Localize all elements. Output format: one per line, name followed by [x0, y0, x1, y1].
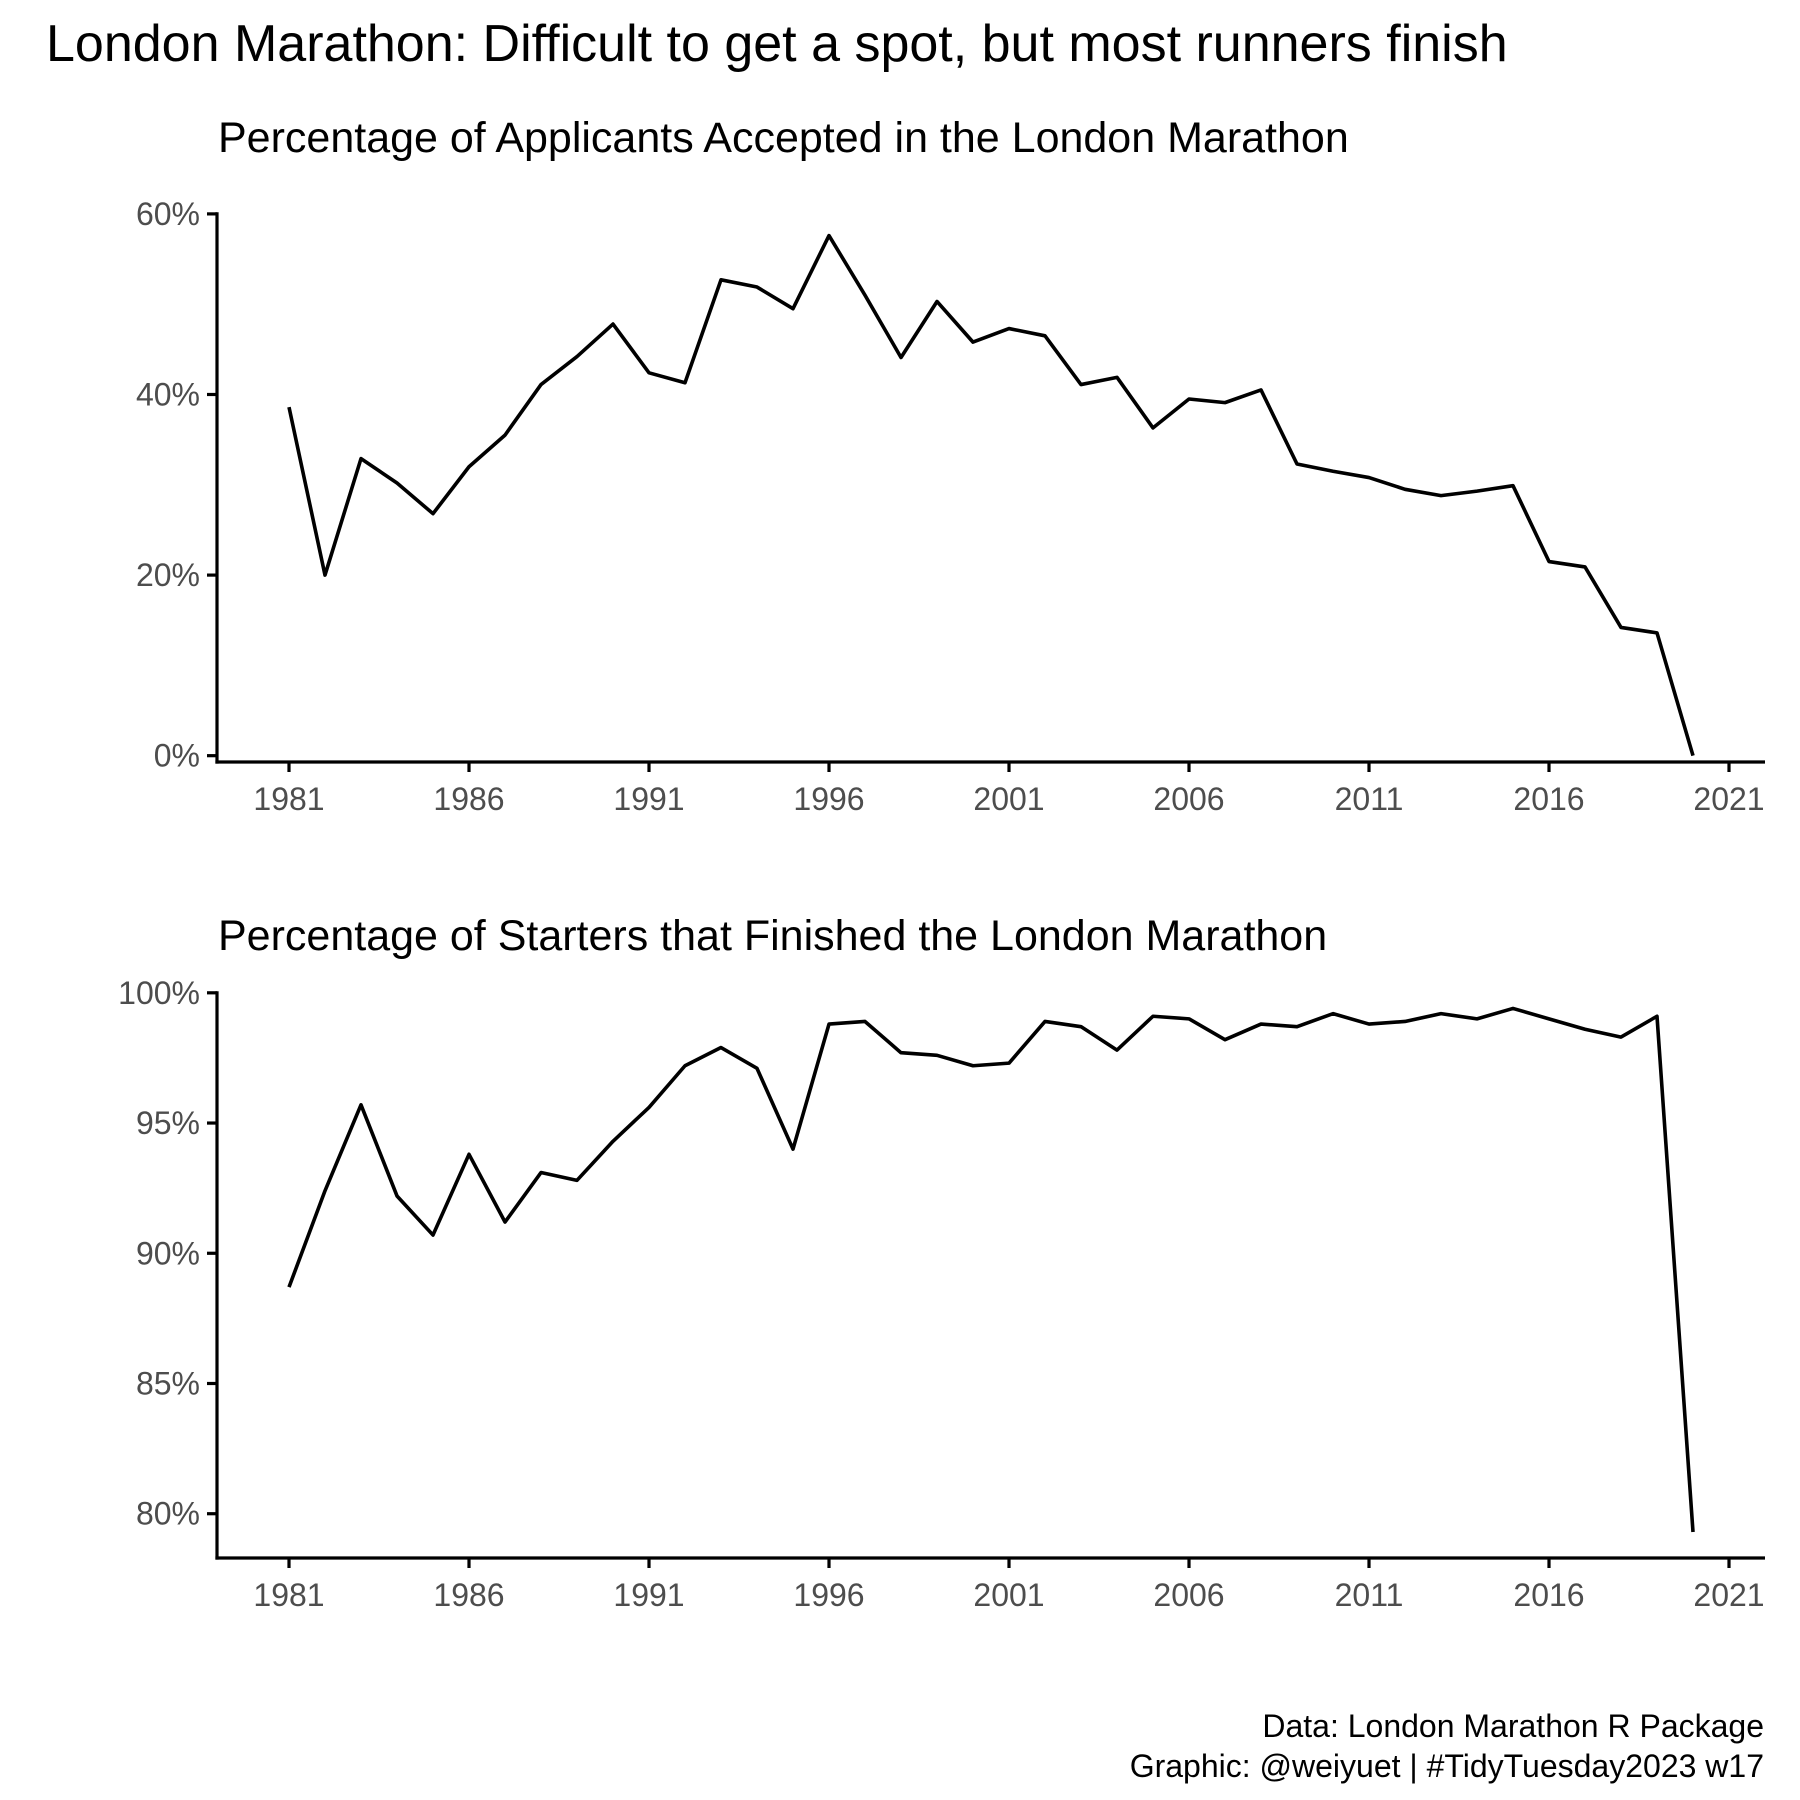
accepted-x-tick-label: 1991 [613, 781, 684, 817]
caption: Data: London Marathon R Package Graphic:… [1130, 1706, 1764, 1786]
accepted-x-tick-label: 2021 [1693, 781, 1764, 817]
finished-y-tick-label: 95% [136, 1105, 200, 1141]
finished-x-tick-label: 2016 [1513, 1577, 1584, 1613]
finished-y-tick-label: 80% [136, 1496, 200, 1532]
finished-x-tick-label: 1981 [253, 1577, 324, 1613]
accepted-x-tick-label: 1986 [433, 781, 504, 817]
finished-chart-panel: Percentage of Starters that Finished the… [118, 912, 1765, 1613]
accepted-x-tick-label: 2011 [1335, 781, 1404, 817]
accepted-x-tick-label: 1981 [253, 781, 324, 817]
finished-x-tick-label: 2011 [1335, 1577, 1404, 1613]
finished-x-tick-label: 2021 [1693, 1577, 1764, 1613]
finished-y-tick-label: 90% [136, 1235, 200, 1271]
accepted-series-line [287, 233, 1695, 757]
accepted-y-tick-label: 60% [136, 196, 200, 232]
finished-chart-marks: 80% 85% 90% 95% 100% 1981 1986 1991 1996 2001 2006… [118, 975, 1765, 1613]
finished-x-tick-label: 2001 [973, 1577, 1044, 1613]
accepted-x-tick-label: 2006 [1153, 781, 1224, 817]
finished-chart-title: Percentage of Starters that Finished the… [218, 912, 1327, 960]
accepted-chart-panel: Percentage of Applicants Accepted in the… [136, 114, 1765, 817]
accepted-chart-title: Percentage of Applicants Accepted in the… [218, 114, 1349, 162]
accepted-y-tick-label: 40% [136, 376, 200, 412]
accepted-x-tick-label: 1996 [793, 781, 864, 817]
accepted-chart-marks: 0% 20% 40% 60% 1981 1986 1991 1996 2001 2006 2011 2… [136, 196, 1765, 817]
caption-credit: Graphic: @weiyuet | #TidyTuesday2023 w17 [1129, 1748, 1764, 1784]
finished-y-tick-label: 100% [118, 975, 200, 1011]
finished-x-tick-label: 1991 [613, 1577, 684, 1613]
finished-x-tick-label: 1986 [433, 1577, 504, 1613]
finished-x-tick-label: 2006 [1153, 1577, 1224, 1613]
accepted-y-tick-label: 20% [136, 557, 200, 593]
finished-x-tick-label: 1996 [793, 1577, 864, 1613]
caption-source: Data: London Marathon R Package [1262, 1708, 1764, 1744]
accepted-y-tick-label: 0% [154, 738, 200, 774]
accepted-x-tick-label: 2016 [1513, 781, 1584, 817]
accepted-x-tick-label: 2001 [973, 781, 1044, 817]
finished-series-line [287, 1006, 1695, 1533]
chart-main-title: London Marathon: Difficult to get a spot… [46, 15, 1508, 73]
finished-y-tick-label: 85% [136, 1365, 200, 1401]
